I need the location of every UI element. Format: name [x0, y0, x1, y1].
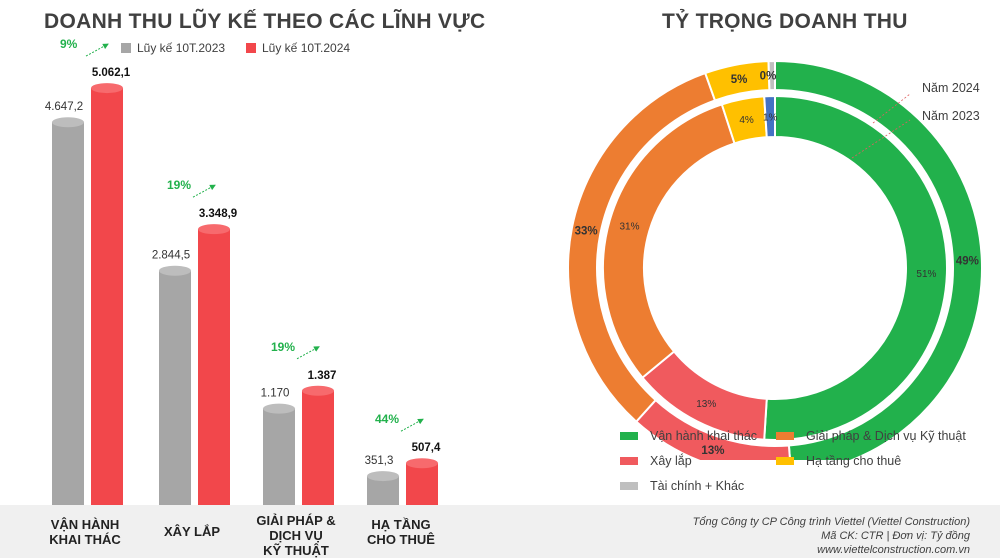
slice-label: 0% — [760, 71, 777, 83]
footer-stock-code: Mã CK: CTR | Đơn vị: Tỷ đồng — [821, 530, 970, 542]
growth-label: 19% — [167, 178, 191, 192]
donut-legend-xay-lap: Xây lắp — [620, 454, 692, 468]
growth-arrow — [296, 346, 320, 360]
donut-legend-tai-chinh: Tài chính + Khác — [620, 479, 744, 493]
data-label: 2.844,5 — [152, 250, 190, 262]
bar-cap — [91, 83, 123, 94]
category-label-ha-tang: HẠ TẦNG CHO THUÊ — [367, 517, 435, 547]
data-label: 1.387 — [308, 370, 337, 382]
donut-legend-label: Xây lắp — [650, 454, 692, 468]
footer-band — [0, 505, 1000, 558]
growth-arrow — [85, 43, 109, 57]
legend-swatch-gray — [121, 43, 131, 53]
bar-2024 — [91, 88, 123, 505]
bar-2023 — [263, 408, 295, 505]
slice-label: 13% — [701, 445, 724, 457]
slice-label: 51% — [916, 269, 936, 280]
slice-label: 13% — [696, 399, 716, 410]
donut-slice — [774, 59, 983, 460]
category-label-xay-lap: XÂY LẮP — [163, 524, 221, 539]
slice-label: 1% — [763, 113, 778, 124]
bar-cap — [302, 385, 334, 396]
growth-label: 9% — [60, 37, 78, 51]
bar-cap — [159, 265, 191, 276]
legend-item-2023: Lũy kế 10T.2023 — [121, 41, 225, 55]
legend-item-2024: Lũy kế 10T.2024 — [246, 41, 350, 55]
legend-label-2023: Lũy kế 10T.2023 — [137, 41, 226, 55]
ring-label-2023: Năm 2023 — [922, 109, 980, 123]
slice-label: 4% — [739, 115, 754, 126]
legend-swatch-yellow — [776, 457, 794, 465]
bar-2024 — [302, 390, 334, 505]
growth-label: 19% — [271, 340, 295, 354]
legend-swatch-red — [246, 43, 256, 53]
donut-legend-label: Vận hành khai thác — [650, 429, 758, 443]
bar-cap — [263, 403, 295, 414]
data-label: 3.348,9 — [199, 208, 237, 220]
footer-website: www.viettelconstruction.com.vn — [817, 544, 970, 556]
bar-2024 — [406, 463, 438, 505]
leader-2023 — [851, 119, 911, 159]
donut-legend-label: Giải pháp & Dịch vụ Kỹ thuật — [806, 429, 966, 443]
legend-swatch-green — [620, 432, 638, 440]
bar-cap — [367, 471, 399, 482]
slice-label: 5% — [731, 74, 748, 86]
growth-arrow — [400, 418, 424, 432]
bar-2024 — [198, 229, 230, 505]
legend-label-2024: Lũy kế 10T.2024 — [262, 41, 351, 55]
data-label: 1.170 — [261, 388, 290, 400]
bar-chart-title: DOANH THU LŨY KẾ THEO CÁC LĨNH VỰC — [44, 10, 486, 33]
bar-cap — [52, 117, 84, 128]
category-label-giai-phap: GIẢI PHÁP & DỊCH VỤ KỸ THUẬT — [256, 513, 336, 558]
donut-slice — [767, 59, 776, 92]
legend-swatch-lightgray — [620, 482, 638, 490]
data-label: 4.647,2 — [45, 101, 83, 113]
donut-slice — [763, 94, 948, 441]
donut-legend-van-hanh: Vận hành khai thác — [620, 429, 757, 443]
slice-label: 49% — [956, 255, 979, 267]
footer-company: Tổng Công ty CP Công trình Viettel (Viet… — [692, 516, 970, 528]
growth-arrow — [192, 184, 216, 198]
bar-2023 — [52, 122, 84, 505]
donut-legend-label: Hạ tầng cho thuê — [806, 454, 902, 468]
legend-swatch-orange — [776, 432, 794, 440]
bar-cap — [406, 458, 438, 469]
bar-chart: 4.647,2 5.062,1 9% 2.844,5 3.348,9 19% 1.170 1.… — [45, 37, 441, 505]
slice-label: 31% — [620, 222, 640, 233]
legend-swatch-red — [620, 457, 638, 465]
donut-chart-title: TỶ TRỌNG DOANH THU — [662, 10, 908, 33]
category-label-van-hanh: VẬN HÀNH KHAI THÁC — [49, 517, 121, 547]
bar-2023 — [159, 270, 191, 505]
data-label: 507,4 — [412, 442, 441, 454]
bar-cap — [198, 224, 230, 235]
data-label: 5.062,1 — [92, 67, 131, 79]
donut-legend-giai-phap: Giải pháp & Dịch vụ Kỹ thuật — [776, 429, 966, 443]
ring-label-2024: Năm 2024 — [922, 81, 980, 95]
donut-chart: 49% 13% 33% 5% 0% 51% 13% 31% 4% 1% Năm 2024 Năm … — [567, 59, 983, 460]
growth-label: 44% — [375, 412, 399, 426]
data-label: 351,3 — [365, 455, 394, 467]
donut-slice — [763, 94, 776, 139]
slice-label: 33% — [575, 226, 598, 238]
donut-legend-ha-tang: Hạ tầng cho thuê — [776, 454, 901, 468]
donut-legend-label: Tài chính + Khác — [650, 479, 745, 493]
